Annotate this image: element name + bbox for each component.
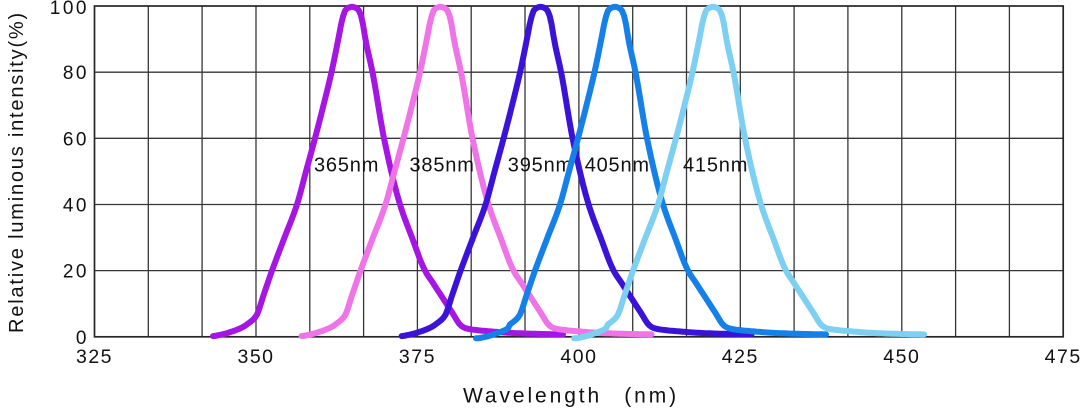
svg-text:365nm: 365nm (314, 154, 379, 176)
svg-text:450: 450 (883, 346, 920, 368)
svg-text:40: 40 (63, 196, 89, 217)
svg-text:0: 0 (76, 328, 89, 349)
svg-text:Wavelength (nm): Wavelength (nm) (463, 385, 679, 408)
svg-text:425: 425 (722, 346, 759, 368)
svg-text:20: 20 (63, 262, 89, 283)
svg-text:415nm: 415nm (683, 154, 748, 176)
svg-text:100: 100 (50, 0, 89, 19)
svg-text:325: 325 (76, 346, 113, 368)
svg-text:475: 475 (1045, 346, 1080, 368)
svg-text:60: 60 (63, 129, 89, 150)
svg-text:400: 400 (560, 346, 597, 368)
svg-text:Relative luminous intensity(%): Relative luminous intensity(%) (6, 11, 28, 333)
svg-text:375: 375 (399, 346, 436, 368)
svg-text:385nm: 385nm (410, 154, 475, 176)
svg-text:350: 350 (237, 346, 274, 368)
svg-text:405nm: 405nm (585, 154, 650, 176)
svg-text:80: 80 (63, 63, 89, 84)
svg-text:395nm: 395nm (508, 154, 573, 176)
